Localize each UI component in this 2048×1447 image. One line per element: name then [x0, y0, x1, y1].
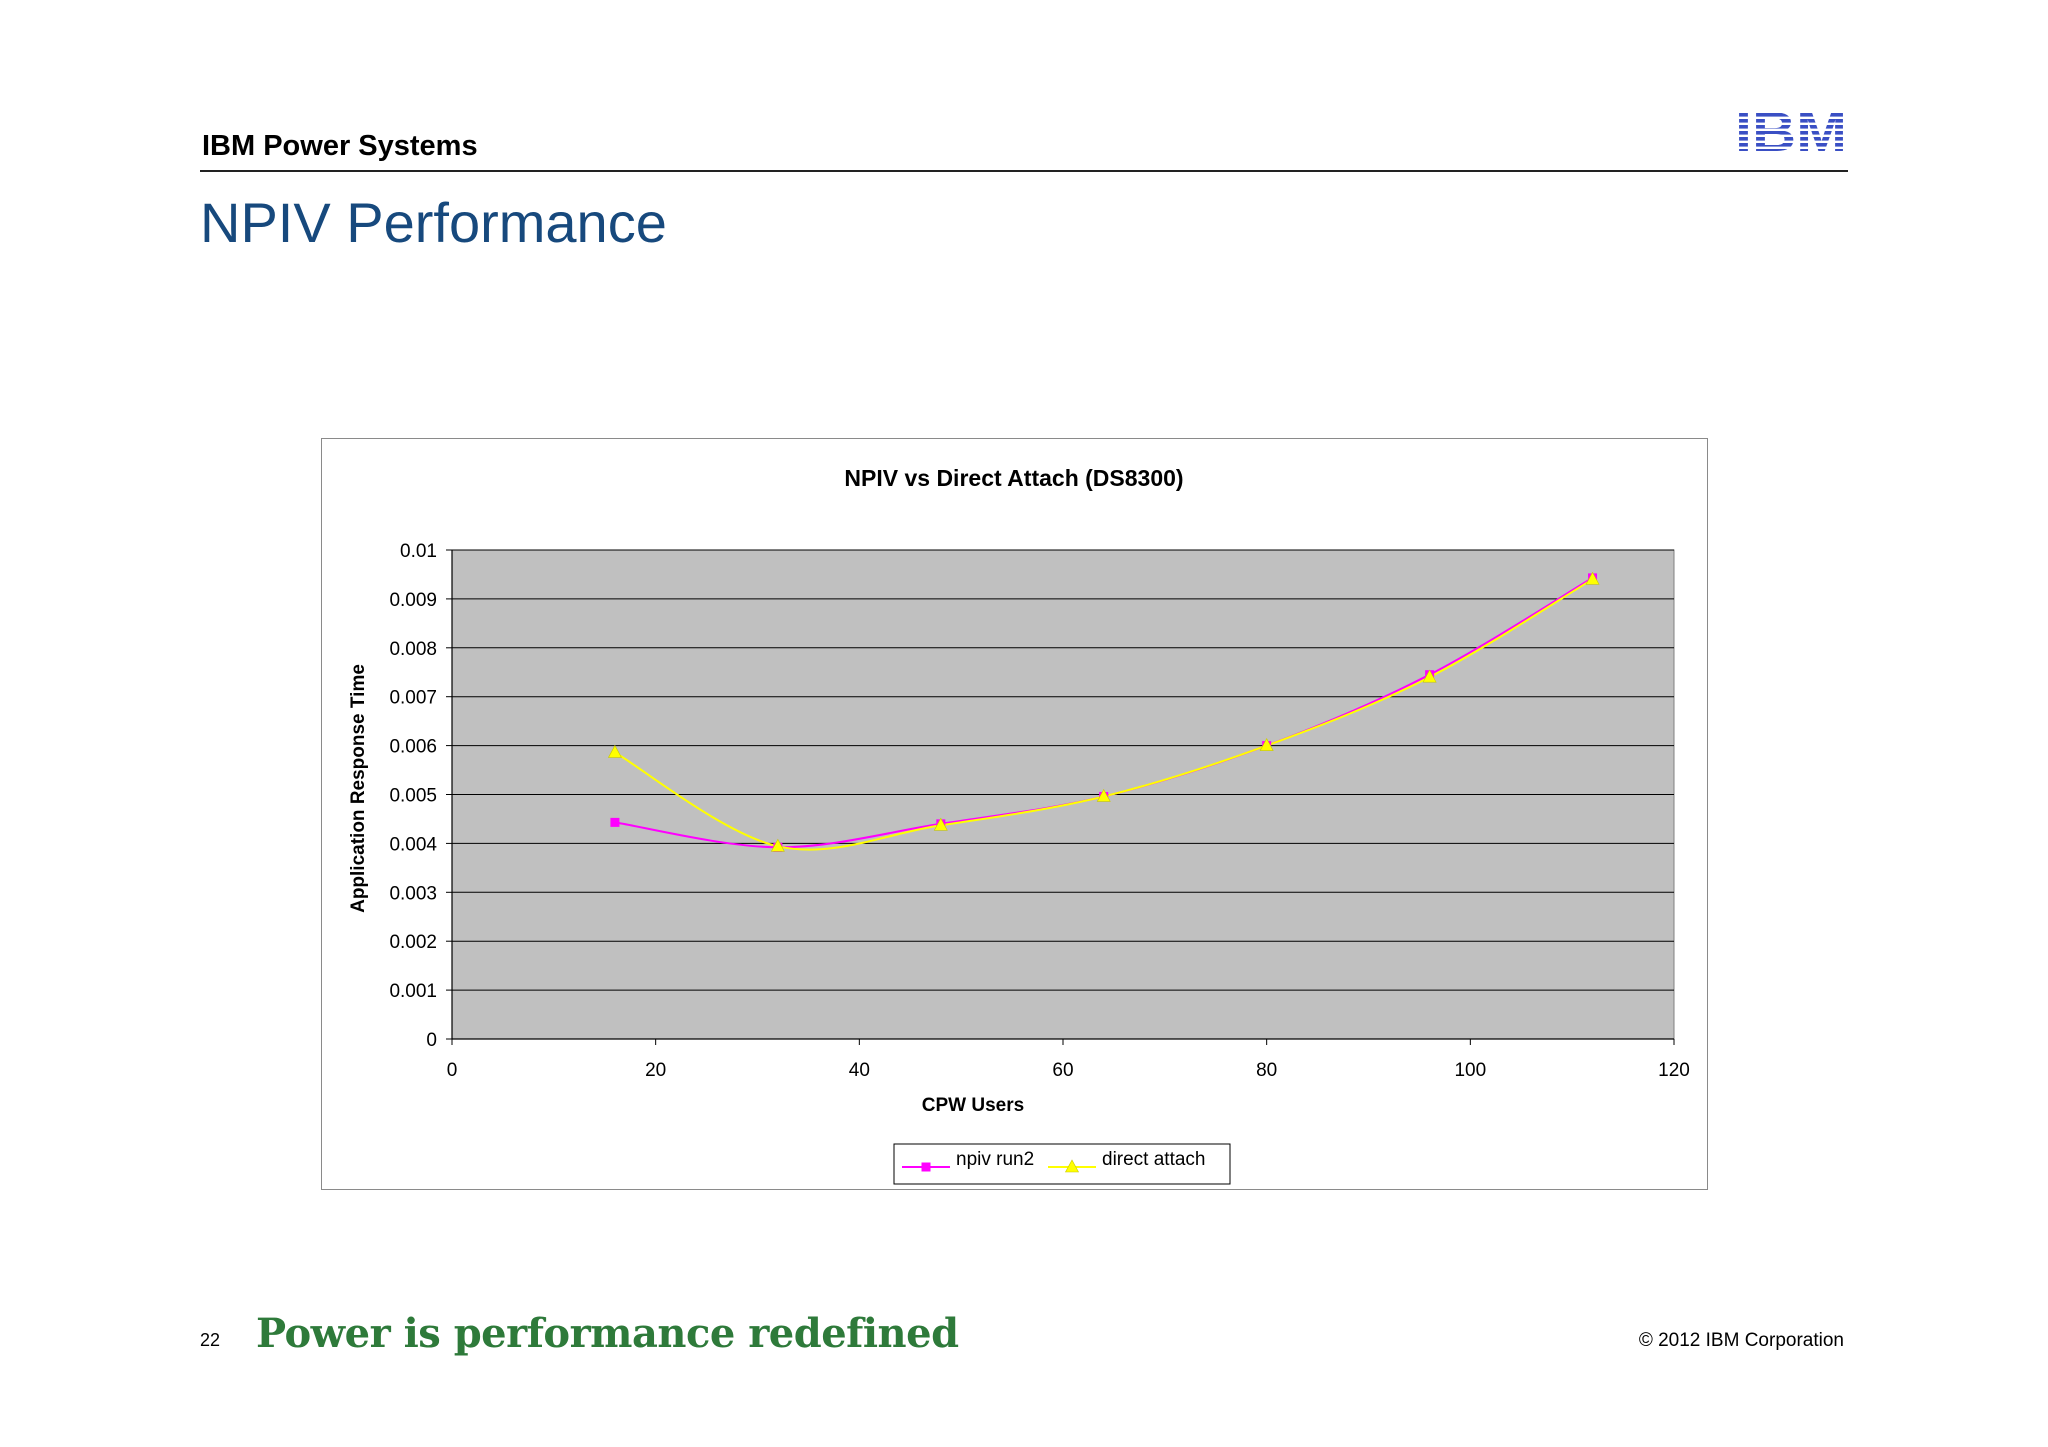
- tagline: Power is performance redefined: [256, 1310, 959, 1357]
- legend-direct-attach-marker: [1064, 1159, 1080, 1173]
- x-axis-label: CPW Users: [922, 1095, 1024, 1116]
- direct-attach-series-point: [933, 817, 948, 831]
- y-tick-label: 0.006: [389, 737, 437, 758]
- npiv-series-point: [610, 817, 620, 827]
- x-tick-label: 40: [849, 1060, 870, 1081]
- section-title: IBM Power Systems: [202, 130, 478, 162]
- x-tick-label: 100: [1454, 1060, 1486, 1081]
- legend-npiv-label: npiv run2: [956, 1149, 1034, 1170]
- x-tick-label: 80: [1256, 1060, 1277, 1081]
- direct-attach-series-point: [1259, 737, 1274, 751]
- direct-attach-series-point: [770, 838, 785, 852]
- legend-direct-attach-label: direct attach: [1102, 1149, 1206, 1170]
- x-tick-label: 20: [645, 1060, 666, 1081]
- y-tick-label: 0.005: [389, 786, 437, 807]
- y-tick-label: 0.002: [389, 932, 437, 953]
- y-tick-label: 0.003: [389, 883, 437, 904]
- chart-title: NPIV vs Direct Attach (DS8300): [844, 465, 1183, 491]
- legend-box: [893, 1143, 1231, 1185]
- ibm-logo-text: IBM: [1735, 107, 1847, 157]
- y-tick-label: 0.004: [389, 834, 437, 855]
- x-tick-label: 120: [1658, 1060, 1690, 1081]
- copyright: © 2012 IBM Corporation: [1638, 1330, 1844, 1351]
- ibm-logo: IBM: [1734, 100, 1848, 163]
- y-tick-label: 0.007: [389, 688, 437, 709]
- direct-attach-series-point: [1096, 788, 1111, 802]
- x-tick-label: 0: [447, 1060, 458, 1081]
- chart-container: NPIV vs Direct Attach (DS8300) 0 0.001 0.00…: [321, 438, 1708, 1190]
- legend-npiv-marker: [921, 1162, 931, 1172]
- y-tick-label: 0.001: [389, 981, 437, 1002]
- y-axis-label: Application Response Time: [348, 664, 369, 913]
- direct-attach-series-point: [607, 744, 622, 758]
- direct-attach-series-point: [1422, 669, 1437, 683]
- y-tick-label: 0: [426, 1030, 437, 1051]
- page-number: 22: [200, 1330, 221, 1350]
- x-tick-label: 60: [1052, 1060, 1073, 1081]
- y-tick-label: 0.01: [400, 541, 437, 562]
- y-tick-label: 0.008: [389, 639, 437, 660]
- y-tick-label: 0.009: [389, 590, 437, 611]
- line-chart: NPIV vs Direct Attach (DS8300) 0 0.001 0.00…: [348, 465, 1690, 1185]
- header-divider: [200, 170, 1848, 172]
- slide-title: NPIV Performance: [200, 191, 667, 254]
- direct-attach-series-point: [1585, 571, 1600, 585]
